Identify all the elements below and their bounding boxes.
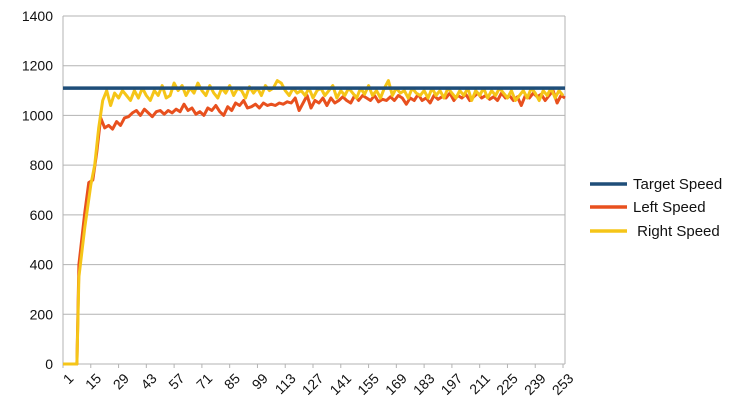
y-tick-label: 400 (30, 257, 54, 273)
x-tick-label: 57 (165, 370, 187, 392)
x-tick-label: 29 (110, 370, 132, 392)
x-tick-label: 183 (410, 370, 438, 398)
legend: Target Speed Left Speed Right Speed (590, 176, 722, 240)
x-tick-label: 169 (382, 370, 410, 398)
series-lines (63, 79, 566, 366)
x-tick-label: 85 (221, 370, 243, 392)
x-tick-label: 211 (466, 370, 493, 397)
y-tick-label: 600 (30, 207, 54, 223)
x-tick-label: 225 (493, 370, 521, 398)
y-tick-label: 0 (45, 356, 53, 372)
x-tick-label: 141 (326, 370, 354, 398)
legend-label-1: Left Speed (633, 199, 706, 216)
x-tick-label: 113 (272, 370, 299, 397)
legend-label-0: Target Speed (633, 176, 722, 193)
x-tick-label: 71 (193, 370, 215, 392)
series-line-1 (63, 89, 566, 366)
x-tick-label: 127 (299, 370, 327, 398)
x-tick-label: 253 (549, 370, 577, 398)
x-tick-label: 99 (249, 370, 271, 392)
series-line-2 (63, 79, 565, 366)
y-tick-label: 1000 (22, 107, 53, 123)
x-tick-label: 1 (60, 370, 77, 387)
x-axis-ticks: 1 15 29 43 57 71 85 99 113 127 141 155 169 183 197 211 2… (60, 364, 577, 398)
y-tick-label: 200 (30, 306, 54, 322)
legend-label-2: Right Speed (633, 223, 720, 240)
gridlines (62, 15, 566, 365)
y-axis-ticks: 0 200 400 600 800 1000 1200 1400 (22, 8, 53, 372)
y-tick-label: 1400 (22, 8, 53, 24)
x-tick-label: 155 (354, 370, 382, 398)
x-tick-label: 239 (521, 370, 549, 398)
x-tick-label: 15 (82, 370, 104, 392)
y-tick-label: 1200 (22, 58, 53, 74)
y-tick-label: 800 (30, 157, 54, 173)
x-tick-label: 197 (438, 370, 466, 398)
x-tick-label: 43 (137, 370, 159, 392)
